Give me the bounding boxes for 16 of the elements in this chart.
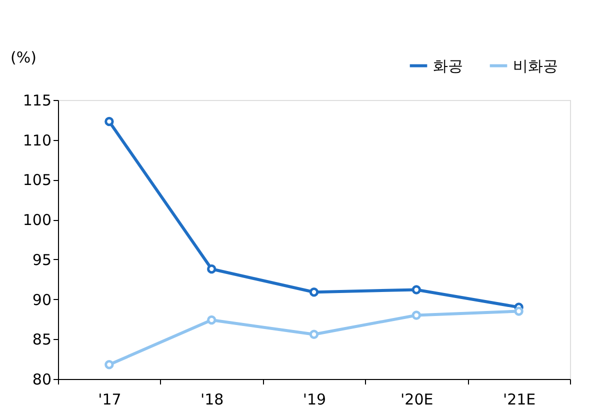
x-tick-label: '20E — [400, 390, 434, 408]
y-tick-label: 105 — [22, 171, 52, 190]
y-tick-label: 90 — [32, 290, 52, 309]
x-tick-label: '18 — [200, 390, 224, 408]
y-tick-label: 80 — [32, 370, 52, 388]
x-tick-label: '17 — [98, 390, 122, 408]
y-tick-label: 95 — [32, 250, 52, 269]
y-tick-label: 110 — [22, 131, 52, 150]
legend-label: 화공 — [433, 56, 463, 75]
x-tick-label: '21E — [502, 390, 536, 408]
legend-label: 비화공 — [513, 56, 558, 75]
y-tick-label: 100 — [22, 211, 52, 230]
y-tick-label: 115 — [22, 92, 52, 110]
y-axis-title: (%) — [10, 48, 36, 66]
x-tick-label: '19 — [302, 390, 326, 408]
y-tick-label: 85 — [32, 330, 52, 349]
